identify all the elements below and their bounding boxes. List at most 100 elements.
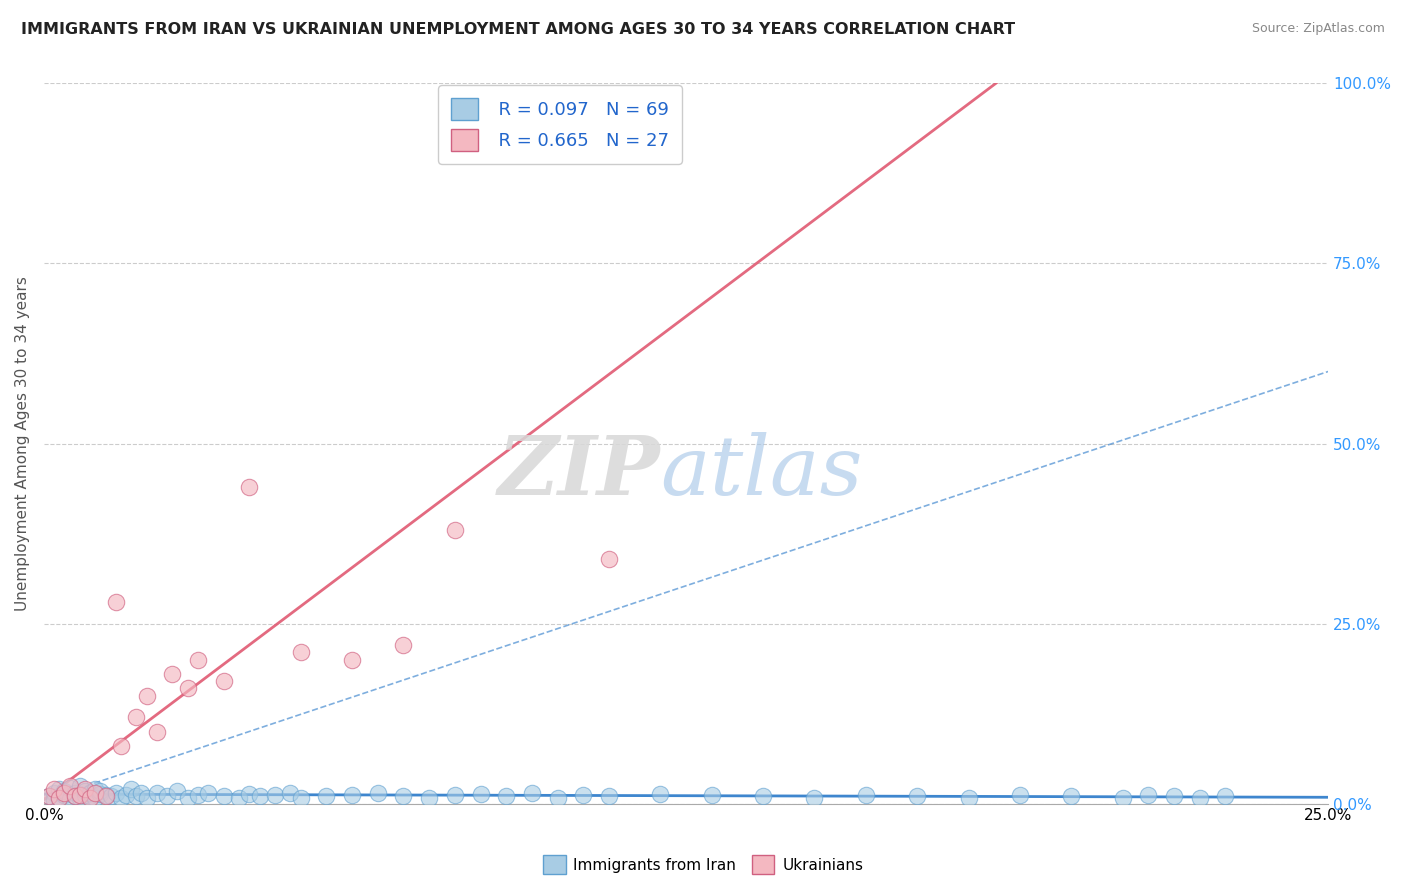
- Point: [69, 788, 91, 802]
- Point: [104, 786, 127, 800]
- Point: [650, 787, 672, 801]
- Point: [572, 788, 595, 802]
- Point: [110, 790, 132, 805]
- Point: [110, 739, 132, 753]
- Point: [125, 789, 148, 804]
- Point: [73, 788, 96, 802]
- Point: [79, 786, 101, 800]
- Point: [547, 790, 569, 805]
- Point: [855, 788, 877, 802]
- Point: [58, 779, 80, 793]
- Point: [238, 787, 260, 801]
- Point: [238, 480, 260, 494]
- Point: [48, 782, 70, 797]
- Point: [197, 786, 219, 800]
- Text: IMMIGRANTS FROM IRAN VS UKRAINIAN UNEMPLOYMENT AMONG AGES 30 TO 34 YEARS CORRELA: IMMIGRANTS FROM IRAN VS UKRAINIAN UNEMPL…: [21, 22, 1015, 37]
- Point: [470, 787, 492, 801]
- Point: [290, 790, 312, 805]
- Point: [957, 790, 980, 805]
- Point: [69, 790, 91, 805]
- Point: [1188, 790, 1211, 805]
- Point: [79, 790, 101, 805]
- Point: [315, 789, 337, 804]
- Point: [84, 782, 107, 797]
- Point: [73, 782, 96, 797]
- Point: [53, 783, 76, 797]
- Text: Source: ZipAtlas.com: Source: ZipAtlas.com: [1251, 22, 1385, 36]
- Point: [520, 786, 543, 800]
- Point: [89, 783, 111, 797]
- Point: [1111, 790, 1133, 805]
- Point: [177, 790, 200, 805]
- Point: [228, 790, 250, 805]
- Point: [135, 790, 157, 805]
- Point: [104, 595, 127, 609]
- Point: [803, 790, 825, 805]
- Point: [44, 793, 66, 807]
- Point: [367, 786, 389, 800]
- Point: [58, 792, 80, 806]
- Point: [1008, 788, 1031, 802]
- Point: [48, 790, 70, 805]
- Point: [63, 789, 86, 804]
- Y-axis label: Unemployment Among Ages 30 to 34 years: Unemployment Among Ages 30 to 34 years: [15, 277, 30, 611]
- Point: [1215, 789, 1237, 804]
- Point: [1163, 789, 1185, 804]
- Point: [58, 780, 80, 795]
- Point: [187, 652, 209, 666]
- Point: [249, 789, 271, 804]
- Point: [120, 782, 142, 797]
- Legend: Immigrants from Iran, Ukrainians: Immigrants from Iran, Ukrainians: [537, 849, 869, 880]
- Point: [905, 789, 928, 804]
- Point: [264, 788, 287, 802]
- Point: [212, 674, 235, 689]
- Point: [166, 783, 188, 797]
- Point: [280, 786, 302, 800]
- Point: [418, 790, 440, 805]
- Point: [162, 667, 184, 681]
- Point: [135, 689, 157, 703]
- Point: [63, 789, 86, 804]
- Point: [177, 681, 200, 696]
- Point: [392, 789, 415, 804]
- Point: [1060, 789, 1083, 804]
- Legend:   R = 0.097   N = 69,   R = 0.665   N = 27: R = 0.097 N = 69, R = 0.665 N = 27: [439, 86, 682, 163]
- Point: [84, 790, 107, 805]
- Point: [290, 645, 312, 659]
- Point: [156, 789, 179, 804]
- Point: [94, 788, 117, 802]
- Point: [131, 786, 153, 800]
- Point: [146, 724, 169, 739]
- Point: [1137, 788, 1160, 802]
- Point: [48, 790, 70, 805]
- Point: [69, 779, 91, 793]
- Point: [187, 788, 209, 802]
- Point: [89, 787, 111, 801]
- Point: [444, 523, 467, 537]
- Point: [598, 551, 620, 566]
- Point: [598, 789, 620, 804]
- Point: [700, 788, 723, 802]
- Point: [94, 789, 117, 804]
- Text: ZIP: ZIP: [498, 433, 661, 512]
- Point: [340, 652, 363, 666]
- Point: [44, 782, 66, 797]
- Point: [495, 789, 517, 804]
- Point: [125, 710, 148, 724]
- Point: [340, 788, 363, 802]
- Point: [444, 788, 467, 802]
- Point: [752, 789, 775, 804]
- Point: [212, 789, 235, 804]
- Point: [44, 786, 66, 800]
- Point: [63, 786, 86, 800]
- Point: [100, 789, 122, 804]
- Point: [38, 789, 60, 804]
- Point: [146, 786, 169, 800]
- Point: [84, 786, 107, 800]
- Point: [115, 788, 138, 802]
- Point: [79, 789, 101, 804]
- Text: atlas: atlas: [661, 433, 863, 512]
- Point: [547, 91, 569, 105]
- Point: [73, 783, 96, 797]
- Point: [392, 638, 415, 652]
